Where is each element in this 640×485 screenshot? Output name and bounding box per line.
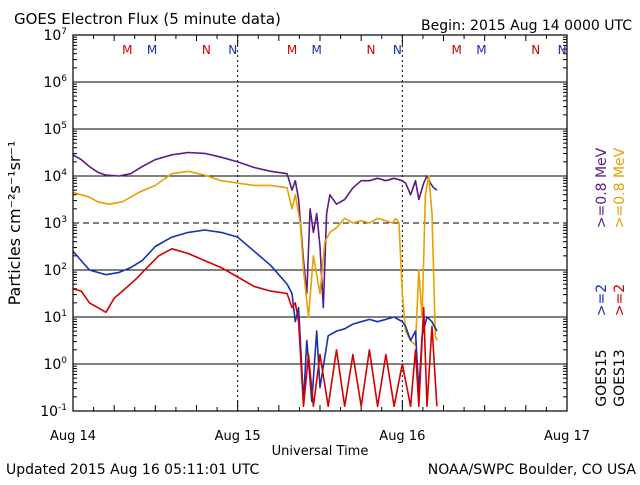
right-legend-label: >=2: [594, 284, 610, 316]
x-tick-label: Aug 14: [50, 429, 96, 444]
orbit-marker: N: [202, 43, 211, 57]
orbit-marker: N: [531, 43, 540, 57]
y-tick-label: 105: [43, 121, 67, 138]
footer-credit: NOAA/SWPC Boulder, CO USA: [428, 462, 637, 478]
orbit-marker: N: [228, 43, 237, 57]
footer-updated: Updated 2015 Aug 16 05:11:01 UTC: [6, 462, 259, 478]
y-axis-label: Particles cm⁻²s⁻¹sr⁻¹: [5, 141, 24, 306]
x-tick-label: Aug 15: [215, 429, 261, 444]
orbit-marker: M: [312, 43, 322, 57]
series-line: [72, 229, 438, 403]
orbit-marker: N: [558, 43, 567, 57]
chart-title: GOES Electron Flux (5 minute data): [14, 10, 281, 28]
begin-label: Begin: 2015 Aug 14 0000 UTC: [421, 18, 632, 34]
right-legend: >=0.8 MeV >=0.8 MeV >=2 >=2 GOES15 GOES13: [594, 147, 628, 406]
right-legend-label: >=0.8 MeV: [612, 147, 628, 228]
orbit-marker: N: [393, 43, 402, 57]
x-tick-labels: Aug 14 Aug 15 Aug 16 Aug 17: [50, 429, 590, 444]
plot-frame: [72, 34, 568, 412]
y-tick-label: 10-1: [40, 403, 67, 420]
grid-layer: [72, 35, 568, 411]
right-legend-label: GOES15: [594, 349, 610, 406]
orbit-marker: M: [147, 43, 157, 57]
series-line: [72, 151, 438, 309]
y-tick-label: 103: [43, 215, 67, 232]
series-line: [72, 248, 438, 408]
right-legend-label: >=2: [612, 284, 628, 316]
orbit-marker: M: [476, 43, 486, 57]
y-tick-label: 106: [43, 74, 67, 91]
orbit-marker: N: [367, 43, 376, 57]
right-legend-label: GOES13: [612, 349, 628, 406]
y-tick-label: 102: [43, 262, 67, 279]
orbit-marker: M: [451, 43, 461, 57]
y-tick-label: 104: [43, 168, 67, 185]
y-tick-labels: 107 106 105 104 103 102 101 100 10-1: [40, 27, 67, 420]
x-axis-label: Universal Time: [272, 444, 369, 459]
right-legend-label: >=0.8 MeV: [594, 147, 610, 228]
y-tick-label: 100: [43, 356, 67, 373]
orbit-marker: M: [122, 43, 132, 57]
series-line: [72, 170, 438, 346]
x-tick-label: Aug 17: [544, 429, 590, 444]
x-tick-label: Aug 16: [379, 429, 425, 444]
series-layer: [72, 151, 438, 408]
y-tick-label: 107: [43, 27, 67, 44]
orbit-marker: M: [287, 43, 297, 57]
y-tick-label: 101: [43, 309, 67, 326]
